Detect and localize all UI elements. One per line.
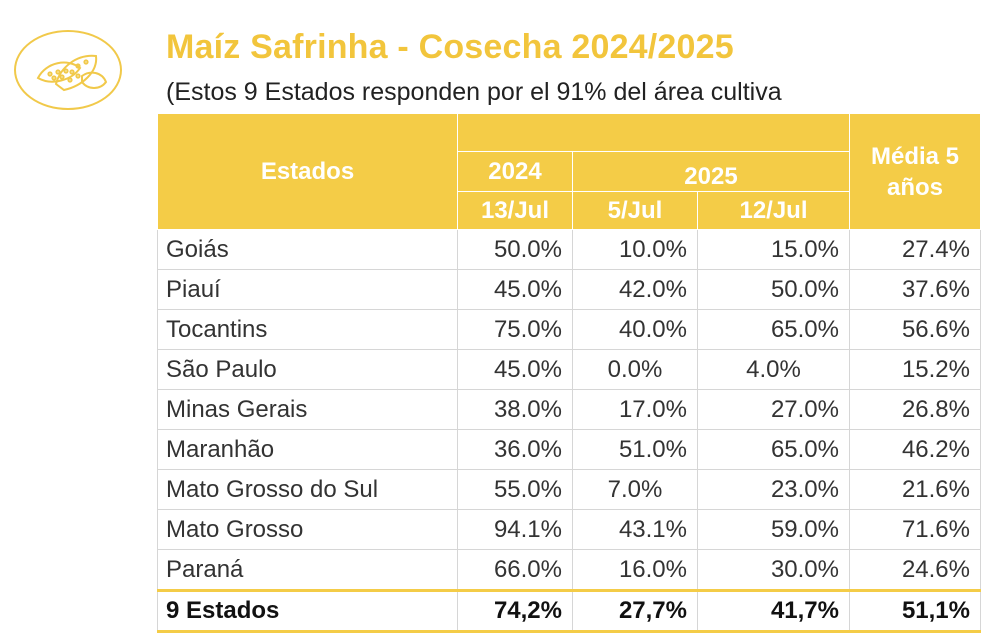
cell-2025b: 30.0% (697, 549, 850, 591)
header-date-2025-a: 5/Jul (572, 191, 698, 230)
cell-2024: 75.0% (457, 309, 573, 350)
cell-2024: 55.0% (457, 469, 573, 510)
table-row: Tocantins 75.0% 40.0% 65.0% 56.6% (157, 309, 981, 350)
cell-2025b: 15.0% (697, 229, 850, 270)
header-estados: Estados (157, 113, 458, 230)
cell-total-2025b: 41,7% (697, 589, 850, 633)
cell-estado: Tocantins (157, 309, 458, 350)
cell-estado: Mato Grosso (157, 509, 458, 550)
cell-media: 21.6% (849, 469, 981, 510)
cell-2024: 38.0% (457, 389, 573, 430)
cell-estado: Mato Grosso do Sul (157, 469, 458, 510)
cell-media: 26.8% (849, 389, 981, 430)
header-date-2024: 13/Jul (457, 191, 573, 230)
cell-media: 37.6% (849, 269, 981, 310)
table-row: Goiás 50.0% 10.0% 15.0% 27.4% (157, 229, 981, 270)
cell-2025a: 51.0% (572, 429, 698, 470)
cell-2025a: 43.1% (572, 509, 698, 550)
cell-media: 71.6% (849, 509, 981, 550)
cell-2025b: 65.0% (697, 309, 850, 350)
cell-estado: Maranhão (157, 429, 458, 470)
cell-total-2024: 74,2% (457, 589, 573, 633)
cell-total-estado: 9 Estados (157, 589, 458, 633)
cell-estado: Goiás (157, 229, 458, 270)
page-title: Maíz Safrinha - Cosecha 2024/2025 (166, 28, 734, 66)
cell-2025b: 59.0% (697, 509, 850, 550)
table-row: Paraná 66.0% 16.0% 30.0% 24.6% (157, 549, 981, 591)
table-row: Piauí 45.0% 42.0% 50.0% 37.6% (157, 269, 981, 310)
header-year-2024: 2024 (457, 151, 573, 192)
cell-2024: 36.0% (457, 429, 573, 470)
table-row: Mato Grosso do Sul 55.0% 7.0% 23.0% 21.6… (157, 469, 981, 510)
header-blank (457, 113, 850, 152)
cell-2025a: 7.0% (572, 469, 698, 510)
cell-estado: Paraná (157, 549, 458, 591)
cell-2024: 94.1% (457, 509, 573, 550)
logo (14, 30, 122, 110)
header-media: Média 5 años (849, 113, 981, 230)
cell-2024: 66.0% (457, 549, 573, 591)
cell-2025a: 10.0% (572, 229, 698, 270)
cell-estado: São Paulo (157, 349, 458, 390)
table-row: Mato Grosso 94.1% 43.1% 59.0% 71.6% (157, 509, 981, 550)
cell-media: 56.6% (849, 309, 981, 350)
header-year-2025: 2025 (572, 151, 850, 192)
table-row: Minas Gerais 38.0% 17.0% 27.0% 26.8% (157, 389, 981, 430)
cell-total-media: 51,1% (849, 589, 981, 633)
cell-media: 15.2% (849, 349, 981, 390)
total-row: 9 Estados 74,2% 27,7% 41,7% 51,1% (157, 589, 981, 633)
cell-2025a: 16.0% (572, 549, 698, 591)
cell-2025a: 40.0% (572, 309, 698, 350)
table-row: Maranhão 36.0% 51.0% 65.0% 46.2% (157, 429, 981, 470)
cell-2024: 45.0% (457, 349, 573, 390)
cell-2025b: 27.0% (697, 389, 850, 430)
cell-2024: 45.0% (457, 269, 573, 310)
cell-2025a: 17.0% (572, 389, 698, 430)
cell-2025b: 4.0% (697, 349, 850, 390)
cell-2025b: 65.0% (697, 429, 850, 470)
cell-2025a: 42.0% (572, 269, 698, 310)
page-subtitle: (Estos 9 Estados responden por el 91% de… (166, 78, 782, 106)
cell-2025a: 0.0% (572, 349, 698, 390)
header-date-2025-b: 12/Jul (697, 191, 850, 230)
cell-total-2025a: 27,7% (572, 589, 698, 633)
cell-2024: 50.0% (457, 229, 573, 270)
cell-media: 27.4% (849, 229, 981, 270)
cell-2025b: 23.0% (697, 469, 850, 510)
cell-estado: Piauí (157, 269, 458, 310)
corn-icon (36, 54, 108, 92)
cell-media: 46.2% (849, 429, 981, 470)
cell-media: 24.6% (849, 549, 981, 591)
table-row: São Paulo 45.0% 0.0% 4.0% 15.2% (157, 349, 981, 390)
cell-2025b: 50.0% (697, 269, 850, 310)
harvest-table: Estados Média 5 años 2024 2025 13/Jul 5/… (157, 113, 981, 633)
cell-estado: Minas Gerais (157, 389, 458, 430)
